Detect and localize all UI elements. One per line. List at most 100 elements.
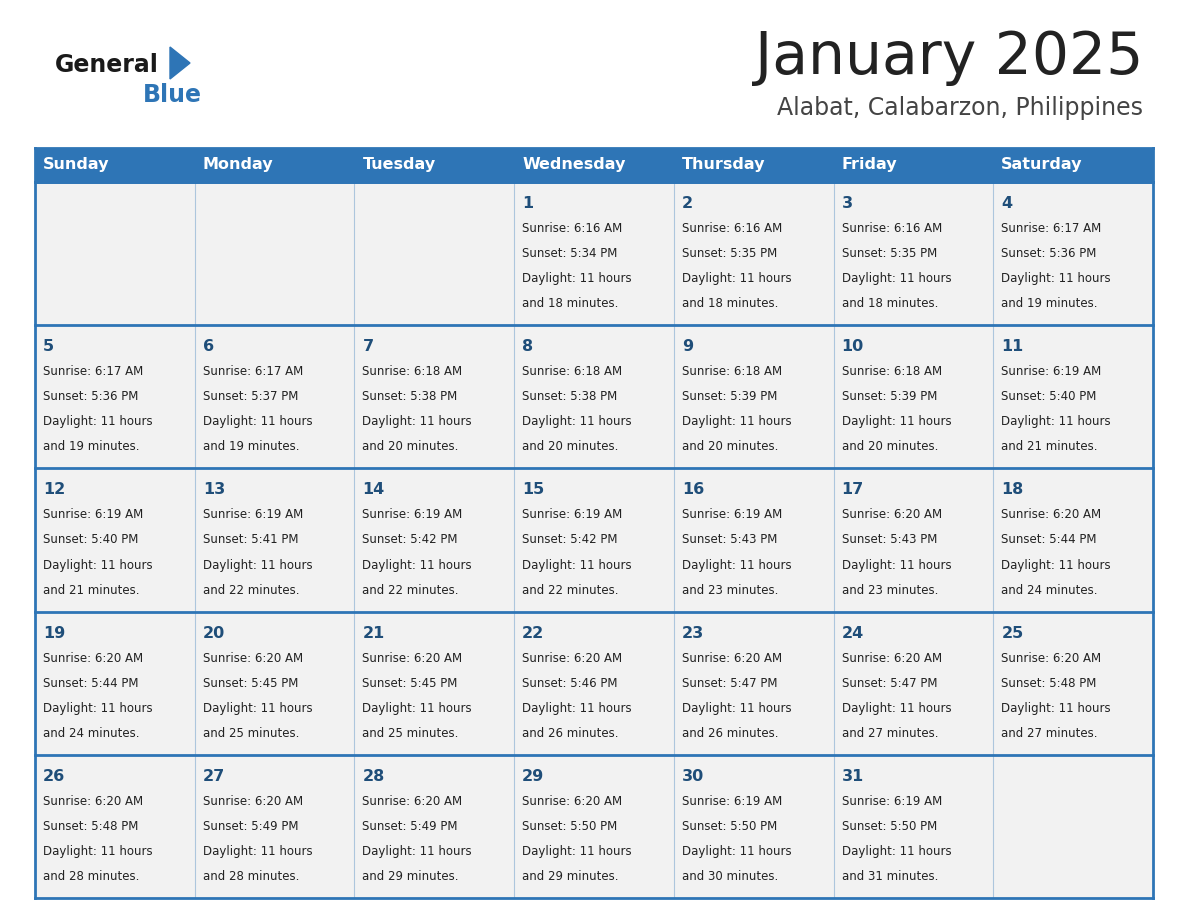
Text: Daylight: 11 hours: Daylight: 11 hours	[1001, 415, 1111, 429]
Text: Sunrise: 6:19 AM: Sunrise: 6:19 AM	[203, 509, 303, 521]
Text: 1: 1	[523, 196, 533, 211]
Text: and 20 minutes.: and 20 minutes.	[841, 441, 939, 453]
Text: 16: 16	[682, 482, 704, 498]
Text: Sunrise: 6:18 AM: Sunrise: 6:18 AM	[523, 365, 623, 378]
Text: and 20 minutes.: and 20 minutes.	[523, 441, 619, 453]
Text: Sunrise: 6:20 AM: Sunrise: 6:20 AM	[43, 795, 143, 808]
Text: Sunrise: 6:20 AM: Sunrise: 6:20 AM	[1001, 652, 1101, 665]
Text: Sunrise: 6:17 AM: Sunrise: 6:17 AM	[1001, 222, 1101, 235]
Text: 11: 11	[1001, 339, 1024, 354]
Text: Daylight: 11 hours: Daylight: 11 hours	[43, 701, 152, 715]
Bar	[674, 755, 834, 898]
Text: Daylight: 11 hours: Daylight: 11 hours	[841, 845, 952, 858]
Text: Tuesday: Tuesday	[362, 158, 436, 173]
Text: Daylight: 11 hours: Daylight: 11 hours	[523, 415, 632, 429]
Bar	[34, 148, 195, 182]
Text: Daylight: 11 hours: Daylight: 11 hours	[1001, 558, 1111, 572]
Text: 14: 14	[362, 482, 385, 498]
Bar	[195, 325, 354, 468]
Bar	[354, 182, 514, 325]
Text: 5: 5	[43, 339, 55, 354]
Text: 29: 29	[523, 768, 544, 784]
Text: Sunset: 5:35 PM: Sunset: 5:35 PM	[682, 247, 777, 260]
Text: Sunrise: 6:20 AM: Sunrise: 6:20 AM	[682, 652, 782, 665]
Text: Sunset: 5:37 PM: Sunset: 5:37 PM	[203, 390, 298, 403]
Text: Sunset: 5:36 PM: Sunset: 5:36 PM	[1001, 247, 1097, 260]
Text: and 31 minutes.: and 31 minutes.	[841, 870, 939, 883]
Text: 26: 26	[43, 768, 65, 784]
Text: Sunset: 5:43 PM: Sunset: 5:43 PM	[682, 533, 777, 546]
Text: and 29 minutes.: and 29 minutes.	[362, 870, 459, 883]
Text: 18: 18	[1001, 482, 1024, 498]
Bar	[834, 182, 993, 325]
Text: 7: 7	[362, 339, 373, 354]
Text: Daylight: 11 hours: Daylight: 11 hours	[203, 845, 312, 858]
Text: and 26 minutes.: and 26 minutes.	[682, 727, 778, 740]
Text: Sunrise: 6:19 AM: Sunrise: 6:19 AM	[1001, 365, 1101, 378]
Text: Daylight: 11 hours: Daylight: 11 hours	[362, 558, 472, 572]
Text: Sunset: 5:45 PM: Sunset: 5:45 PM	[203, 677, 298, 689]
Text: Daylight: 11 hours: Daylight: 11 hours	[523, 558, 632, 572]
Bar	[354, 611, 514, 755]
Text: Blue: Blue	[143, 83, 202, 107]
Text: 9: 9	[682, 339, 693, 354]
Bar	[34, 325, 195, 468]
Text: Daylight: 11 hours: Daylight: 11 hours	[43, 845, 152, 858]
Text: Sunset: 5:38 PM: Sunset: 5:38 PM	[523, 390, 618, 403]
Text: 30: 30	[682, 768, 704, 784]
Bar	[34, 755, 195, 898]
Text: Sunset: 5:40 PM: Sunset: 5:40 PM	[43, 533, 138, 546]
Text: Sunrise: 6:20 AM: Sunrise: 6:20 AM	[362, 795, 462, 808]
Text: Sunrise: 6:20 AM: Sunrise: 6:20 AM	[841, 652, 942, 665]
Bar	[514, 325, 674, 468]
Text: 23: 23	[682, 625, 704, 641]
Text: Sunset: 5:36 PM: Sunset: 5:36 PM	[43, 390, 138, 403]
Text: Sunrise: 6:18 AM: Sunrise: 6:18 AM	[841, 365, 942, 378]
Bar	[834, 148, 993, 182]
Text: Sunset: 5:35 PM: Sunset: 5:35 PM	[841, 247, 937, 260]
Text: Daylight: 11 hours: Daylight: 11 hours	[682, 272, 791, 285]
Text: Daylight: 11 hours: Daylight: 11 hours	[362, 415, 472, 429]
Text: and 22 minutes.: and 22 minutes.	[203, 584, 299, 597]
Text: and 28 minutes.: and 28 minutes.	[43, 870, 139, 883]
Text: Sunset: 5:50 PM: Sunset: 5:50 PM	[523, 820, 618, 833]
Text: 4: 4	[1001, 196, 1012, 211]
Bar	[993, 148, 1154, 182]
Text: Sunrise: 6:19 AM: Sunrise: 6:19 AM	[523, 509, 623, 521]
Text: 27: 27	[203, 768, 225, 784]
Text: and 22 minutes.: and 22 minutes.	[523, 584, 619, 597]
Text: and 24 minutes.: and 24 minutes.	[1001, 584, 1098, 597]
Bar	[674, 182, 834, 325]
Polygon shape	[170, 47, 190, 79]
Text: and 19 minutes.: and 19 minutes.	[43, 441, 139, 453]
Bar	[354, 755, 514, 898]
Bar	[195, 755, 354, 898]
Bar	[34, 468, 195, 611]
Bar	[34, 611, 195, 755]
Text: and 18 minutes.: and 18 minutes.	[682, 297, 778, 310]
Bar	[195, 148, 354, 182]
Bar	[195, 182, 354, 325]
Text: Sunset: 5:48 PM: Sunset: 5:48 PM	[1001, 677, 1097, 689]
Text: 2: 2	[682, 196, 693, 211]
Text: Sunrise: 6:19 AM: Sunrise: 6:19 AM	[682, 509, 782, 521]
Text: Sunrise: 6:19 AM: Sunrise: 6:19 AM	[841, 795, 942, 808]
Text: Thursday: Thursday	[682, 158, 765, 173]
Bar	[354, 148, 514, 182]
Text: 22: 22	[523, 625, 544, 641]
Text: and 27 minutes.: and 27 minutes.	[841, 727, 939, 740]
Text: Daylight: 11 hours: Daylight: 11 hours	[203, 558, 312, 572]
Text: 8: 8	[523, 339, 533, 354]
Text: 19: 19	[43, 625, 65, 641]
Text: Daylight: 11 hours: Daylight: 11 hours	[203, 701, 312, 715]
Text: Daylight: 11 hours: Daylight: 11 hours	[362, 701, 472, 715]
Text: Sunrise: 6:16 AM: Sunrise: 6:16 AM	[523, 222, 623, 235]
Bar	[993, 325, 1154, 468]
Bar	[514, 611, 674, 755]
Text: Daylight: 11 hours: Daylight: 11 hours	[841, 558, 952, 572]
Text: 12: 12	[43, 482, 65, 498]
Text: 13: 13	[203, 482, 225, 498]
Text: and 18 minutes.: and 18 minutes.	[841, 297, 939, 310]
Text: and 23 minutes.: and 23 minutes.	[682, 584, 778, 597]
Text: 28: 28	[362, 768, 385, 784]
